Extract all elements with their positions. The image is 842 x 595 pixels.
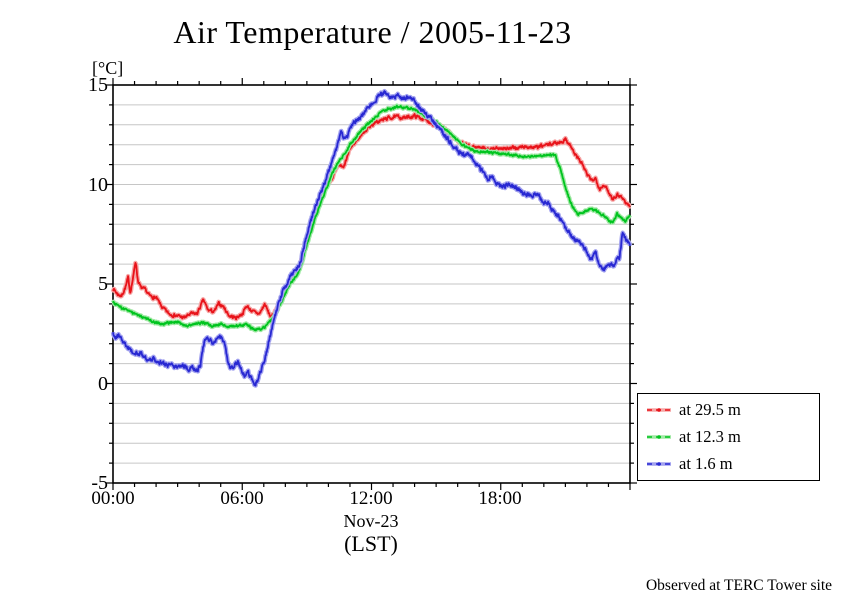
x-tick-label-1800: 18:00 xyxy=(478,488,522,509)
legend-label: at 1.6 m xyxy=(679,454,733,474)
legend-label: at 12.3 m xyxy=(679,426,741,446)
red-line-marker-icon xyxy=(647,407,671,412)
x-axis-date-label: Nov-23 xyxy=(343,511,399,531)
legend-label: at 29.5 m xyxy=(679,399,741,419)
y-tick-label-5: 5 xyxy=(98,273,108,295)
y-axis-unit-label: [°C] xyxy=(92,58,124,78)
legend-item-12m: at 12.3 m xyxy=(646,427,819,447)
legend-box: at 29.5 m at 12.3 m at 1.6 m xyxy=(637,393,820,481)
y-tick-label-15: 15 xyxy=(88,74,108,96)
green-line-marker-icon xyxy=(647,435,671,439)
x-tick-label-0000: 00:00 xyxy=(91,488,135,509)
blue-line-marker-icon xyxy=(647,462,671,467)
y-tick-label-0: 0 xyxy=(98,373,108,395)
y-tick-label-neg5: -5 xyxy=(91,472,108,494)
x-tick-label-0600: 06:00 xyxy=(220,488,264,509)
chart-title: Air Temperature / 2005-11-23 xyxy=(173,14,572,50)
legend-item-1m: at 1.6 m xyxy=(646,454,819,474)
x-axis-timezone-label: (LST) xyxy=(344,531,398,556)
footer-observed-line: Observed at TERC Tower site xyxy=(645,577,832,594)
y-tick-label-10: 10 xyxy=(88,174,108,196)
footer-annotations: Observed at TERC Tower site Created Auto… xyxy=(403,536,832,595)
legend-item-29m: at 29.5 m xyxy=(646,400,819,420)
x-tick-label-1200: 12:00 xyxy=(349,488,393,509)
